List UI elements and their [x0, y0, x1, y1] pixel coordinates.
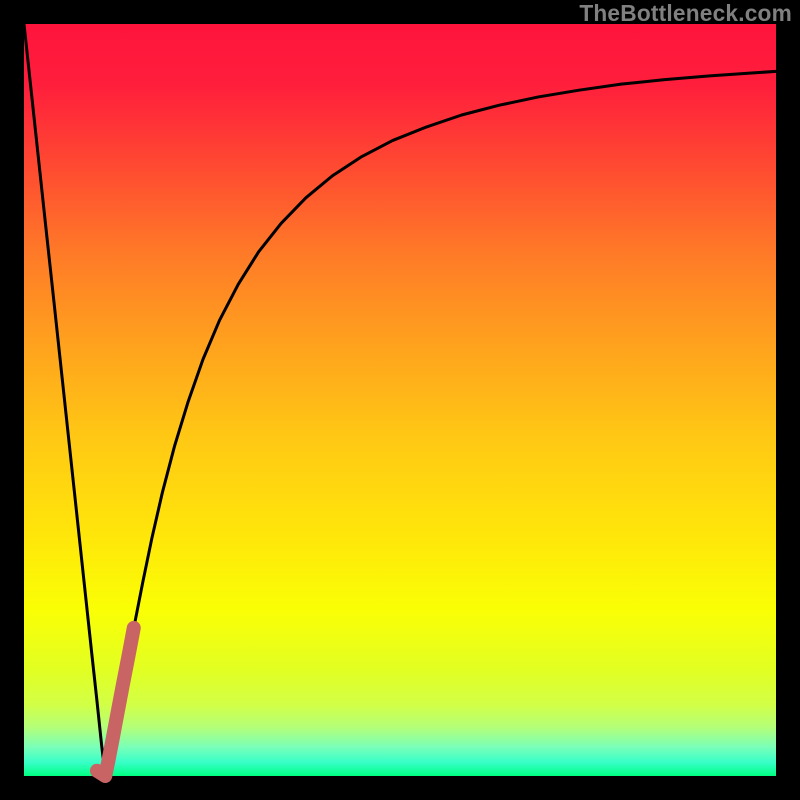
bottleneck-chart	[0, 0, 800, 800]
watermark-text: TheBottleneck.com	[579, 0, 792, 27]
chart-container: TheBottleneck.com	[0, 0, 800, 800]
